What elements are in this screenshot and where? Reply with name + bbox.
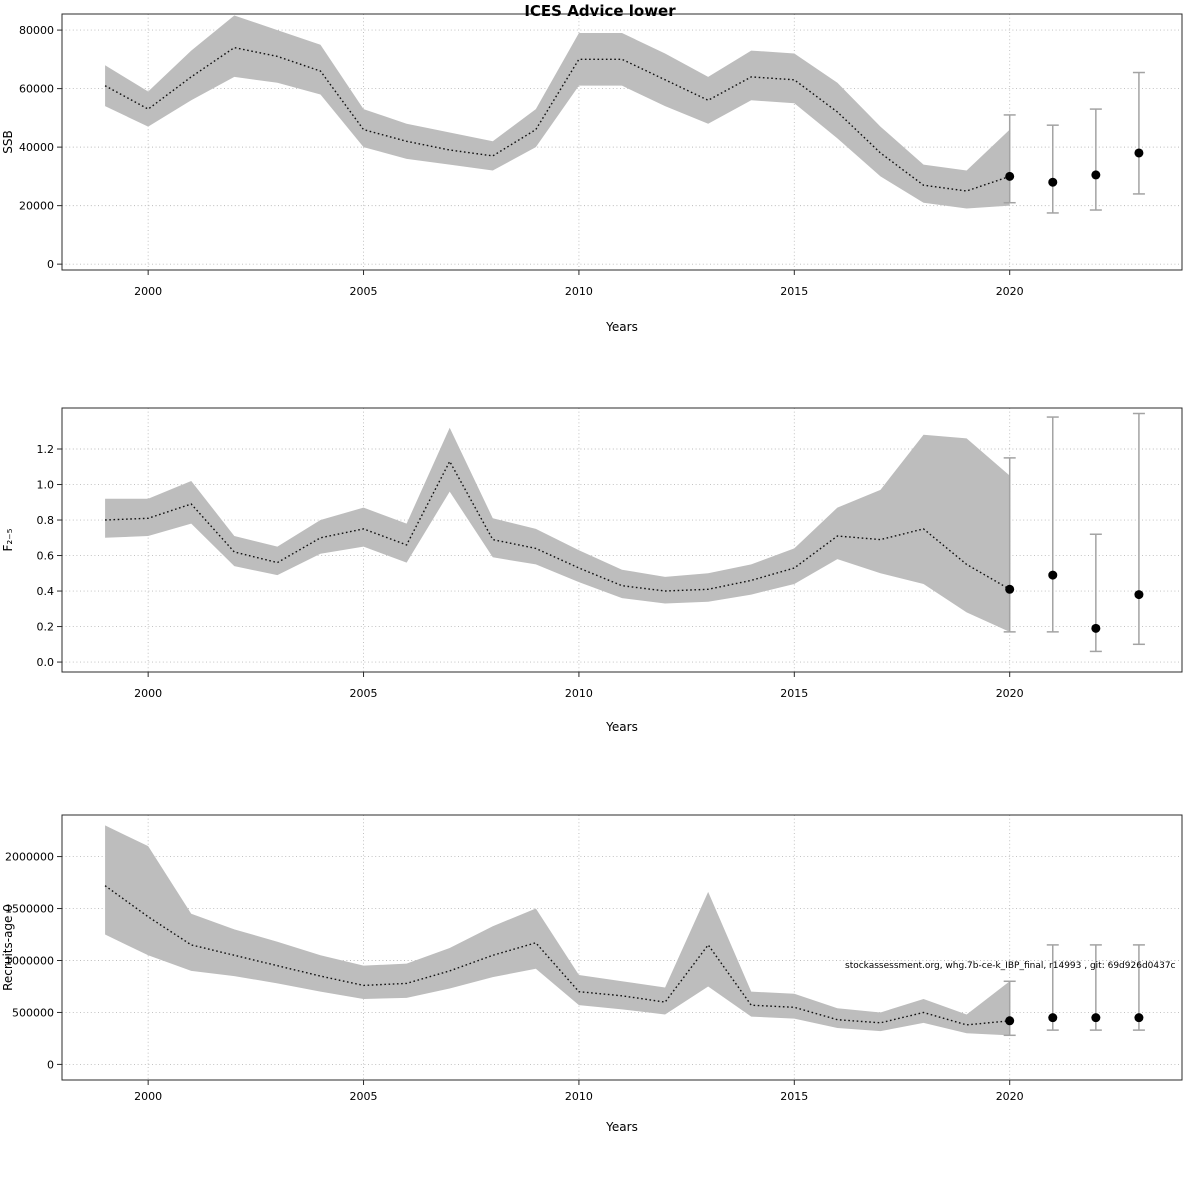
ylabel-recruits: Recruits-age 0 — [1, 904, 15, 991]
source-annotation: stockassessment.org, whg.7b-ce-k_IBP_fin… — [845, 961, 1176, 971]
forecast-point — [1091, 170, 1101, 180]
x-tick-label: 2010 — [565, 285, 593, 298]
x-tick-label: 2020 — [996, 687, 1024, 700]
y-tick-label: 40000 — [19, 141, 54, 154]
median-line — [104, 46, 1010, 192]
ylabel-ssb: SSB — [1, 130, 15, 153]
x-tick-label: 2010 — [565, 1090, 593, 1103]
x-tick-label: 2010 — [565, 687, 593, 700]
panel-recruits: 2000 2005 2010 2015 2020 0 500000 1000000 150000… — [1, 814, 1183, 1134]
median-line — [105, 459, 1011, 592]
xlabel-f: Years — [605, 720, 638, 734]
x-tick-label: 2000 — [134, 1090, 162, 1103]
y-tick-label: 0.8 — [37, 514, 55, 527]
y-tick-label: 0.6 — [37, 550, 55, 563]
y-tick-label: 1000000 — [5, 954, 54, 967]
x-tick-label: 2015 — [780, 285, 808, 298]
y-tick-label: 0.0 — [37, 656, 55, 669]
panel-ssb: 2000 2005 2010 2015 2020 0 20000 40000 60000 8000… — [1, 13, 1183, 334]
x-tick-label: 2005 — [350, 1090, 378, 1103]
plot-box — [61, 407, 1183, 673]
forecast-point — [1091, 623, 1101, 633]
forecast-point — [1005, 1016, 1015, 1026]
x-tick-label: 2020 — [996, 285, 1024, 298]
forecast-point — [1005, 171, 1015, 181]
forecast-group — [1003, 412, 1145, 653]
y-tick-label: 20000 — [19, 200, 54, 213]
y-tick-label: 1.0 — [37, 479, 55, 492]
y-tick-label: 1500000 — [5, 903, 54, 916]
confidence-band — [105, 825, 1010, 1036]
x-tick-label: 2005 — [350, 285, 378, 298]
y-tick-label: 0.2 — [37, 621, 55, 634]
y-tick-label: 500000 — [12, 1006, 54, 1019]
forecast-group — [1003, 944, 1145, 1037]
ylabel-f: F₂₋₅ — [1, 528, 15, 551]
forecast-point — [1048, 570, 1058, 580]
forecast-point — [1005, 584, 1015, 594]
forecast-point — [1134, 148, 1144, 158]
x-tick-label: 2015 — [780, 1090, 808, 1103]
x-tick-label: 2005 — [350, 687, 378, 700]
forecast-point — [1091, 1013, 1101, 1023]
y-tick-label: 0.4 — [37, 585, 55, 598]
xlabel-ssb: Years — [605, 320, 638, 334]
y-tick-label: 80000 — [19, 24, 54, 37]
x-tick-label: 2020 — [996, 1090, 1024, 1103]
x-tick-label: 2000 — [134, 285, 162, 298]
figure-title: ICES Advice lower — [524, 2, 676, 20]
y-tick-label: 0 — [47, 258, 54, 271]
x-tick-label: 2015 — [780, 687, 808, 700]
confidence-band — [105, 427, 1010, 632]
y-tick-label: 0 — [47, 1058, 54, 1071]
forecast-point — [1048, 1013, 1058, 1023]
y-tick-label: 1.2 — [37, 443, 55, 456]
median-line — [104, 885, 1010, 1026]
forecast-point — [1134, 590, 1144, 600]
forecast-point — [1134, 1013, 1144, 1023]
xlabel-recruits: Years — [605, 1120, 638, 1134]
confidence-band — [105, 15, 1010, 209]
forecast-point — [1048, 177, 1058, 187]
panel-f: 2000 2005 2010 2015 2020 0.0 0.2 0.4 0.6 0.8 1.0 1.… — [1, 407, 1183, 734]
plot-box — [61, 13, 1183, 271]
forecast-group — [1003, 71, 1145, 214]
y-tick-label: 60000 — [19, 83, 54, 96]
y-tick-label: 2000000 — [5, 851, 54, 864]
plot-box — [61, 814, 1183, 1081]
x-tick-label: 2000 — [134, 687, 162, 700]
